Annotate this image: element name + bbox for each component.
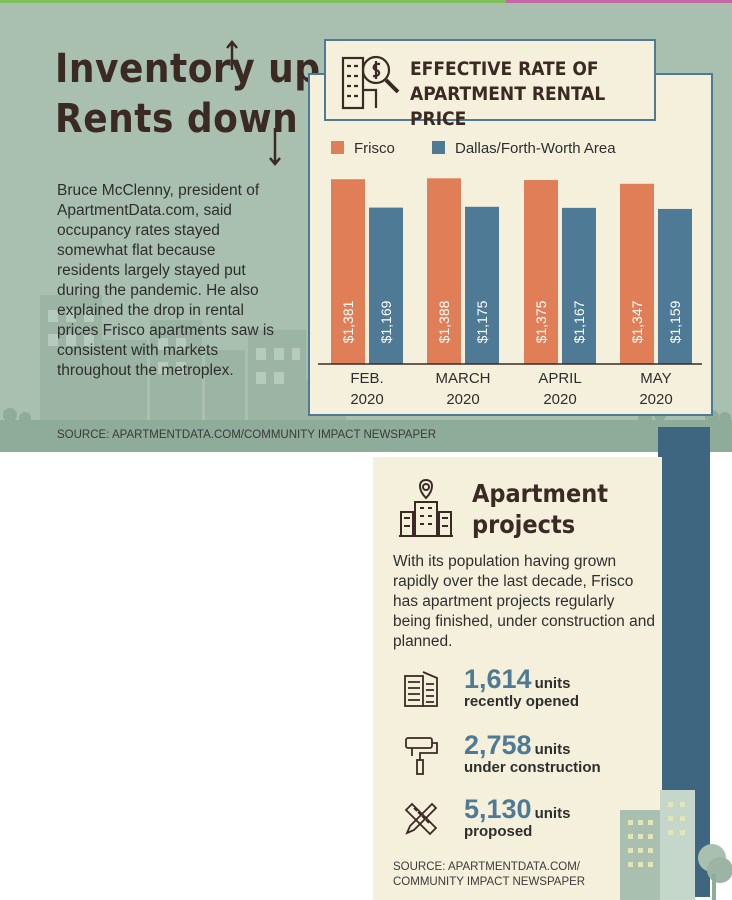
legend-label-frisco: Frisco	[354, 140, 395, 157]
projects-title-line-2: projects	[472, 510, 576, 539]
bar-value-label: $1,388	[436, 300, 452, 343]
stat-description: proposed	[464, 823, 533, 840]
top-accent-strip-pink	[506, 0, 732, 3]
x-tick-label: FEB.	[350, 370, 383, 387]
headline-line-1: Inventory up,	[55, 46, 335, 92]
arrow-down-icon	[269, 128, 281, 166]
bar-frisco	[331, 179, 365, 364]
building-icon	[404, 671, 438, 707]
city-skyline-illustration	[0, 295, 732, 452]
intro-paragraph: Bruce McClenny, president of ApartmentDa…	[57, 182, 275, 379]
stat-unit: units	[534, 805, 571, 822]
bar-dfw	[658, 208, 692, 364]
chart-title-line-2: APARTMENT RENTAL PRICE	[410, 83, 606, 130]
pencil-ruler-icon	[404, 802, 438, 836]
bar-value-label: $1,347	[629, 300, 645, 343]
source-line-1: SOURCE: APARTMENTDATA.COM/	[393, 861, 580, 873]
projects-paragraph: With its population having grown rapidly…	[393, 553, 655, 650]
legend-swatch-dfw	[432, 141, 445, 154]
paint-roller-icon	[405, 737, 438, 775]
bar-value-label: $1,167	[571, 300, 587, 343]
legend-item-dfw: Dallas/Forth-Worth Area	[432, 140, 616, 157]
x-tick-label: 2020	[446, 391, 479, 408]
x-tick-label: APRIL	[538, 370, 581, 387]
stat-unit: units	[534, 741, 571, 758]
stat-description: under construction	[464, 759, 601, 776]
source-note-top: SOURCE: APARTMENTDATA.COM/COMMUNITY IMPA…	[57, 429, 437, 441]
headline: Inventory up, Rents down	[55, 44, 335, 144]
x-tick-label: MARCH	[436, 370, 491, 387]
bar-frisco	[427, 178, 461, 364]
bar-dfw	[369, 207, 403, 364]
bar-value-label: $1,159	[667, 300, 683, 343]
bar-chart: $1,381 $1,169 FEB. 2020 $1,388 $1,175 MARCH 202…	[318, 178, 702, 408]
source-line-2: COMMUNITY IMPACT NEWSPAPER	[393, 876, 586, 888]
stat-description: recently opened	[464, 693, 580, 710]
chart-title: EFFECTIVE RATE OF APARTMENT RENTAL PRICE	[410, 57, 650, 132]
chart-title-line-1: EFFECTIVE RATE OF	[410, 58, 599, 80]
bar-value-label: $1,381	[340, 300, 356, 343]
chart-title-box	[324, 39, 656, 121]
stat-proposed: 5,130 units proposed	[464, 794, 570, 840]
x-tick-label: 2020	[543, 391, 576, 408]
stat-unit: units	[534, 675, 571, 692]
stat-under-construction: 2,758 units under construction	[464, 730, 601, 776]
bar-value-label: $1,175	[474, 300, 490, 343]
legend-label-dfw: Dallas/Forth-Worth Area	[455, 140, 616, 157]
projects-title: Apartment projects	[472, 478, 608, 540]
legend-swatch-frisco	[331, 141, 344, 154]
bar-dfw	[465, 206, 499, 364]
x-tick-label: 2020	[350, 391, 383, 408]
bar-frisco	[524, 180, 558, 364]
stat-number: 5,130	[464, 794, 532, 824]
building-dollar-search-icon	[341, 55, 400, 110]
arrow-up-icon	[226, 40, 238, 70]
bar-frisco	[620, 183, 654, 364]
stat-number: 2,758	[464, 730, 532, 760]
bar-value-label: $1,375	[533, 300, 549, 343]
source-note-bottom: SOURCE: APARTMENTDATA.COM/ COMMUNITY IMP…	[393, 860, 585, 890]
building-illustration	[620, 790, 732, 900]
projects-title-line-1: Apartment	[472, 479, 608, 508]
bar-dfw	[562, 207, 596, 364]
bar-value-label: $1,169	[378, 300, 394, 343]
headline-line-2: Rents down	[55, 96, 299, 142]
x-tick-label: MAY	[640, 370, 671, 387]
stat-number: 1,614	[464, 664, 532, 694]
x-tick-label: 2020	[639, 391, 672, 408]
top-accent-strip	[0, 0, 732, 3]
building-location-pin-icon	[399, 478, 453, 537]
stat-recently-opened: 1,614 units recently opened	[464, 664, 579, 710]
legend-item-frisco: Frisco	[331, 140, 395, 157]
